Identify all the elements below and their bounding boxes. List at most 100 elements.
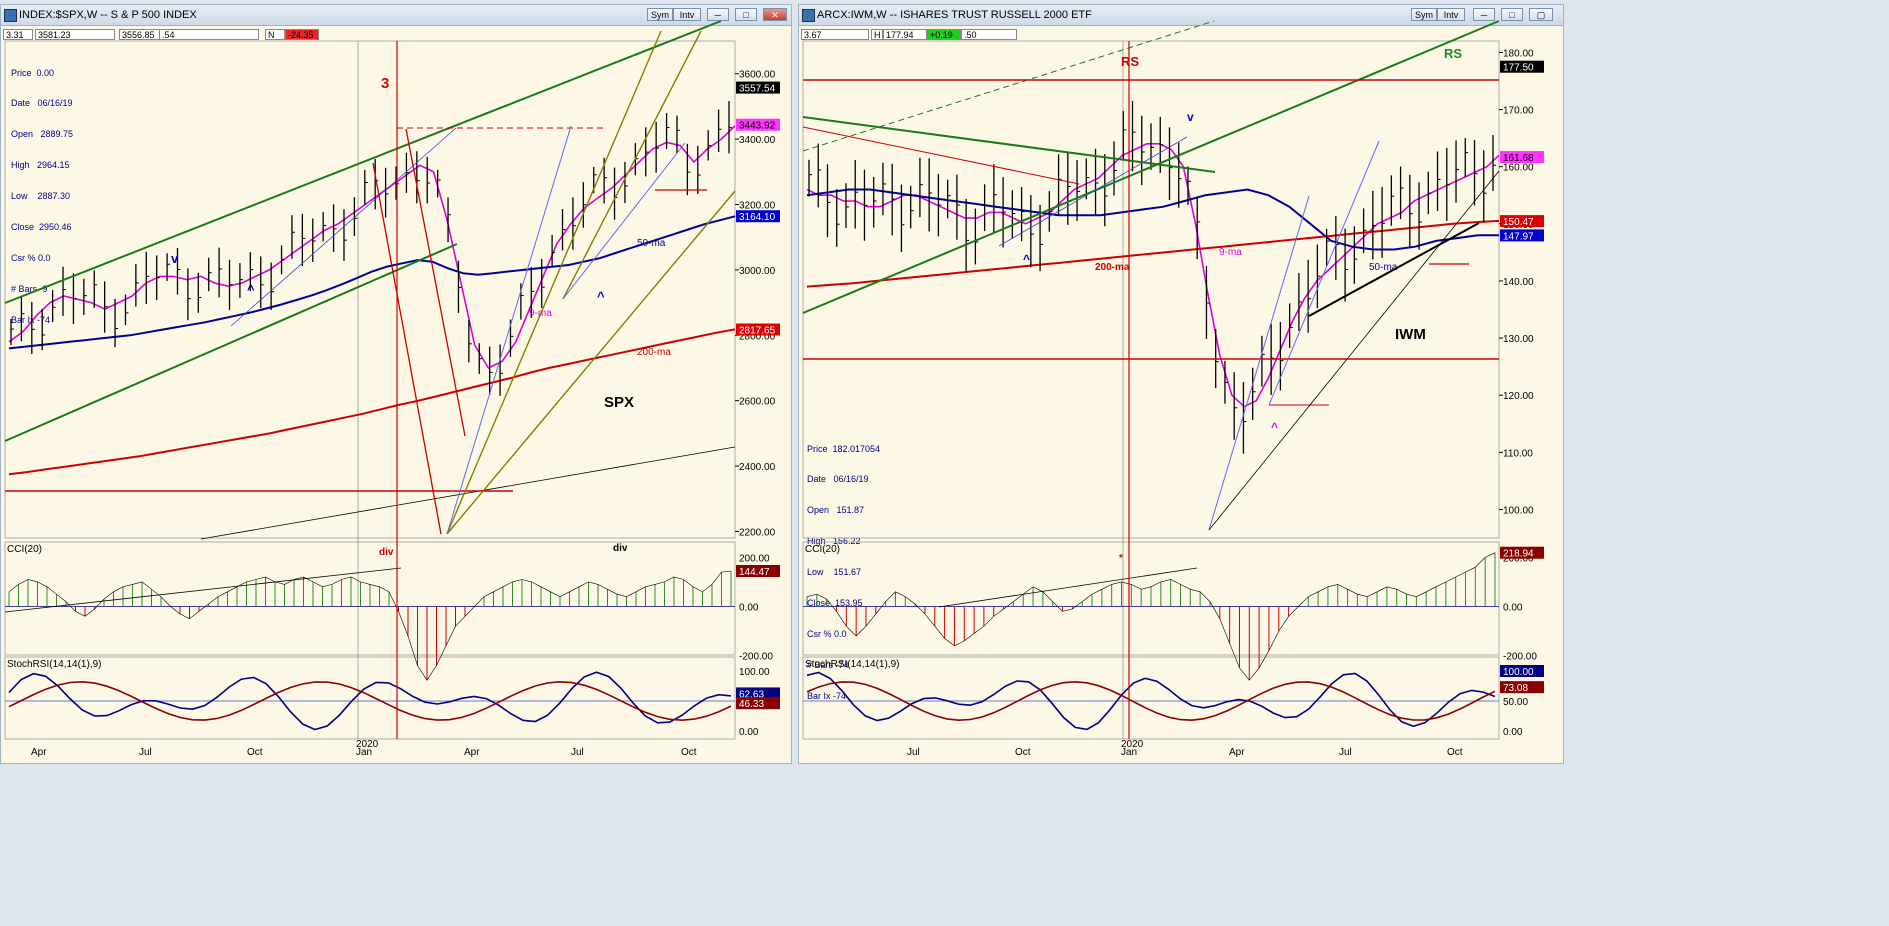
stochrsi-slow-line	[806, 680, 1496, 722]
trend-line	[1308, 222, 1480, 317]
stochrsi-last-box	[1500, 665, 1544, 677]
y-tick-label: 100.00	[1503, 505, 1534, 516]
interval-button[interactable]: Intv	[1437, 8, 1465, 21]
annotation: 200-ma	[1095, 262, 1130, 273]
trend-line	[802, 116, 1216, 173]
title-bar[interactable]: ARCX:IWM,W -- ISHARES TRUST RUSSELL 2000…	[799, 5, 1563, 26]
cci-annotation: *	[1119, 553, 1123, 564]
annotation: RS	[1121, 54, 1139, 69]
last-value-label: 150.47	[1503, 217, 1534, 228]
data-field-1: 3.31	[3, 29, 33, 40]
last-value-box	[736, 210, 780, 223]
info-line: Bar Ix -74	[807, 690, 847, 701]
year-label: 2020	[1121, 739, 1144, 750]
y-tick-label: 3600.00	[739, 70, 776, 81]
cci-line	[806, 552, 1496, 681]
year-label: 2020	[356, 739, 379, 750]
data-field-2: 3581.23	[35, 29, 115, 40]
stochrsi-label: StochRSI(14,14(1),9)	[805, 659, 900, 670]
cci-last-label: 144.47	[739, 567, 770, 578]
minimize-button[interactable]: ─	[707, 8, 729, 21]
x-tick-label: Jan	[356, 747, 372, 758]
cci-last-box	[1500, 546, 1544, 559]
info-panel: Price 0.00 Date 06/16/19 Open 2889.75 Hi…	[11, 47, 73, 346]
stochrsi-tick-label: 0.00	[739, 727, 759, 738]
trend-line	[1208, 170, 1500, 531]
minimize-button[interactable]: ─	[1473, 8, 1495, 21]
data-field-5: N	[265, 29, 285, 40]
maximize-button[interactable]: □	[1501, 8, 1523, 21]
stochrsi-tick-label: 50.00	[1503, 697, 1528, 708]
cci-tick-label: -200.00	[1503, 652, 1537, 663]
iwm-chart-svg[interactable]: 180.00170.00160.00150.00140.00130.00120.…	[799, 20, 1565, 761]
ticker-label: IWM	[1395, 326, 1426, 343]
x-tick-label: Apr	[1229, 747, 1245, 758]
symbol-button[interactable]: Sym	[1411, 8, 1437, 21]
x-tick-label: Oct	[681, 747, 697, 758]
y-tick-label: 2200.00	[739, 527, 776, 538]
annotation: 50-ma	[1369, 262, 1398, 273]
trend-line	[802, 20, 1215, 152]
y-tick-label: 140.00	[1503, 277, 1534, 288]
close-button[interactable]: ✕	[763, 8, 787, 21]
annotation: ^	[1271, 420, 1278, 434]
stochrsi-slow-line	[8, 680, 732, 722]
info-line: Csr % 0.0	[807, 628, 847, 639]
y-tick-label: 3000.00	[739, 266, 776, 277]
last-value-box	[736, 81, 780, 94]
trend-line	[562, 30, 702, 300]
x-tick-label: Jul	[139, 747, 152, 758]
info-line: Date 06/16/19	[11, 98, 73, 109]
annotation: RS	[1444, 46, 1462, 61]
info-line: High 2964.15	[11, 160, 70, 171]
restore-button[interactable]: ▢	[1529, 8, 1553, 21]
stochrsi-tick-label: 100.00	[739, 667, 770, 678]
annotation: 9-ma	[1219, 247, 1242, 258]
y-tick-label: 130.00	[1503, 334, 1534, 345]
annotation: ^	[247, 282, 255, 297]
x-tick-label: Jan	[1121, 747, 1137, 758]
info-line: Csr % 0.0	[11, 252, 51, 263]
info-line: Open 151.87	[807, 505, 865, 516]
info-line: Price 0.00	[11, 67, 55, 78]
symbol-button[interactable]: Sym	[647, 8, 673, 21]
interval-button[interactable]: Intv	[673, 8, 701, 21]
stochrsi-fast-line	[8, 671, 732, 731]
stochrsi-label: StochRSI(14,14(1),9)	[7, 659, 102, 670]
data-field-4: +0.19	[927, 29, 961, 40]
data-field-1: 3.67	[801, 29, 869, 40]
last-value-label: 161.68	[1503, 153, 1534, 164]
trend-line	[802, 20, 1500, 314]
trend-line	[1208, 195, 1310, 531]
y-tick-label: 2600.00	[739, 397, 776, 408]
info-line: Bar Ix -74	[11, 314, 51, 325]
window-title: INDEX:$SPX,W -- S & P 500 INDEX	[19, 9, 197, 21]
annotation: ^	[1023, 252, 1030, 266]
series-line-50-ma	[8, 215, 736, 350]
data-field-3: 177.94	[883, 29, 927, 40]
iwm-chart-window[interactable]: ARCX:IWM,W -- ISHARES TRUST RUSSELL 2000…	[798, 4, 1564, 764]
info-line: Date 06/16/19	[807, 474, 869, 485]
spx-chart-window[interactable]: INDEX:$SPX,W -- S & P 500 INDEX Sym Intv…	[0, 4, 792, 764]
x-tick-label: Jul	[571, 747, 584, 758]
x-tick-label: Oct	[1015, 747, 1031, 758]
ticker-label: SPX	[604, 394, 634, 411]
cci-tick-label: 200.00	[1503, 553, 1534, 564]
title-bar[interactable]: INDEX:$SPX,W -- S & P 500 INDEX Sym Intv…	[1, 5, 791, 26]
data-field-6: -24.35	[285, 29, 319, 40]
trend-line	[446, 190, 736, 535]
series-line-200-ma	[8, 328, 736, 476]
info-line: High 156.22	[807, 536, 861, 547]
maximize-button[interactable]: □	[735, 8, 757, 21]
last-value-box	[1500, 229, 1544, 242]
cci-panel	[4, 541, 736, 656]
last-value-label: 3443.92	[739, 121, 776, 132]
info-line: Open 2889.75	[11, 129, 74, 140]
trend-line	[230, 127, 457, 327]
stochrsi-tick-label: 0.00	[1503, 727, 1523, 738]
spx-chart-svg[interactable]: 3600.003400.003200.003000.002800.002600.…	[1, 20, 793, 761]
trend-line	[405, 128, 466, 437]
cci-label: CCI(20)	[7, 544, 42, 555]
y-tick-label: 170.00	[1503, 106, 1534, 117]
last-value-box	[736, 118, 780, 131]
